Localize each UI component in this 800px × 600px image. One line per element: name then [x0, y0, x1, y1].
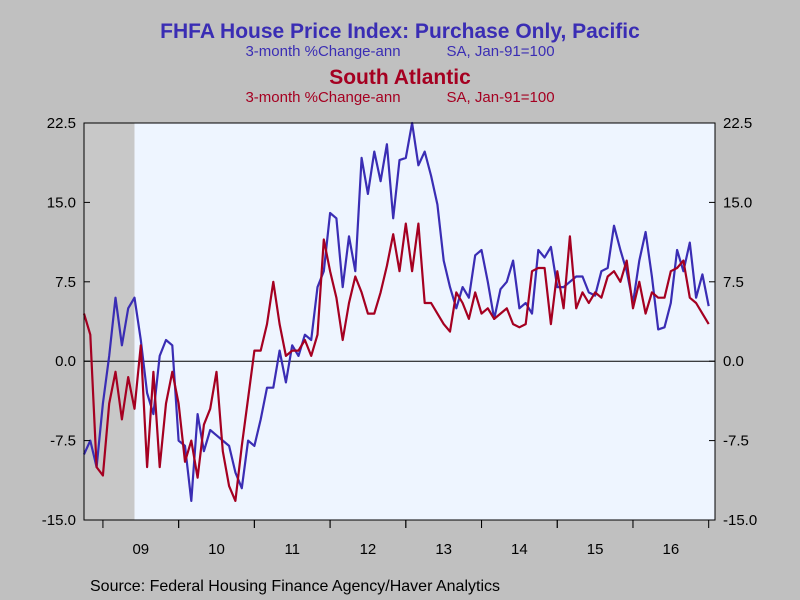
- chart-title-pacific: FHFA House Price Index: Purchase Only, P…: [160, 20, 640, 43]
- y-tick-label-right: 15.0: [723, 194, 752, 211]
- plot-area: [84, 123, 715, 520]
- y-tick-label-left: 22.5: [47, 115, 76, 132]
- chart-subtitle-south-atlantic: 3-month %Change-ann SA, Jan-91=100: [0, 89, 800, 106]
- subtitle-south-atlantic-measure: 3-month %Change-ann: [245, 89, 401, 106]
- plot-frame: [83, 122, 716, 521]
- series-line-south-atlantic: [82, 222, 710, 502]
- y-tick-label-right: 0.0: [723, 353, 744, 370]
- subtitle-pacific-measure: 3-month %Change-ann: [245, 43, 401, 60]
- chart-title-south-atlantic: South Atlantic: [329, 66, 471, 89]
- source-note: Source: Federal Housing Finance Agency/H…: [90, 578, 500, 595]
- x-tick-label: 12: [360, 541, 377, 558]
- x-tick-label: 14: [511, 541, 528, 558]
- y-tick-label-right: -7.5: [723, 433, 749, 450]
- y-tick-label-right: 22.5: [723, 115, 752, 132]
- y-tick-label-right: 7.5: [723, 274, 744, 291]
- x-tick-label: 10: [208, 541, 225, 558]
- y-tick-label-left: 0.0: [55, 353, 76, 370]
- subtitle-pacific-adjust: SA, Jan-91=100: [446, 43, 555, 60]
- chart-subtitle-pacific: 3-month %Change-ann SA, Jan-91=100: [0, 43, 800, 60]
- subtitle-south-atlantic-adjust: SA, Jan-91=100: [446, 89, 555, 106]
- y-tick-label-left: -15.0: [42, 512, 76, 529]
- x-tick-label: 15: [587, 541, 604, 558]
- y-tick-label-left: -7.5: [50, 433, 76, 450]
- x-tick-label: 09: [132, 541, 149, 558]
- x-tick-label: 16: [662, 541, 679, 558]
- y-tick-label-left: 7.5: [55, 274, 76, 291]
- y-tick-label-right: -15.0: [723, 512, 757, 529]
- y-tick-label-left: 15.0: [47, 194, 76, 211]
- series-line-pacific: [82, 121, 710, 502]
- x-tick-label: 13: [435, 541, 452, 558]
- x-tick-label: 11: [284, 541, 300, 558]
